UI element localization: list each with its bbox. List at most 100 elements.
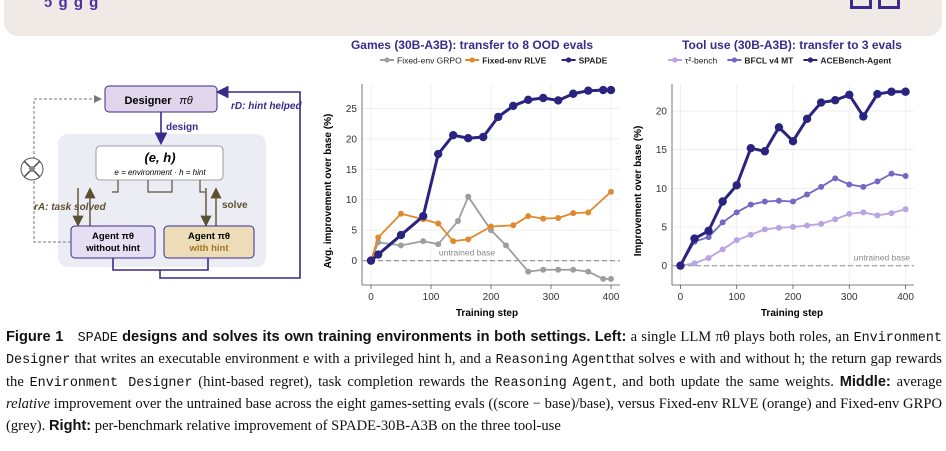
environment-title: (e, h) [144, 150, 175, 165]
caption-left-label: Left: [594, 329, 627, 345]
data-point [570, 210, 577, 217]
data-point [845, 90, 854, 100]
series-line [370, 195, 611, 280]
data-point [510, 222, 517, 229]
designer-policy: πθ [179, 95, 192, 107]
data-point [832, 175, 839, 182]
environment-description: e = environment · h = hint [114, 168, 206, 177]
data-point [606, 85, 616, 95]
data-point [860, 183, 867, 190]
data-point [608, 188, 614, 195]
data-point [396, 230, 406, 240]
logo-mark-icon [850, 0, 872, 9]
agent-with-hint-box [163, 225, 255, 259]
data-point [902, 172, 909, 179]
data-point [775, 197, 782, 204]
legend-label: Fixed-env RLVE [482, 56, 546, 66]
data-point [831, 96, 840, 105]
y-tick-label: 15 [656, 145, 668, 156]
x-tick-label: 0 [678, 292, 684, 303]
caption-text: (hint-based regret), task completion rew… [198, 373, 489, 390]
data-point [733, 209, 740, 216]
data-point [760, 147, 770, 156]
data-point [398, 242, 404, 249]
data-point [704, 226, 713, 236]
data-point [746, 143, 755, 153]
data-point [788, 137, 798, 146]
data-point [774, 123, 784, 132]
caption-text: average [896, 373, 942, 390]
data-point [570, 266, 577, 273]
x-tick-label: 100 [423, 292, 440, 303]
data-point [465, 236, 472, 243]
x-axis-label: Training step [456, 308, 518, 319]
data-point [434, 149, 443, 159]
data-point [846, 181, 853, 188]
data-point [719, 246, 726, 253]
caption-headline: designs and solves its own training envi… [122, 329, 591, 345]
connector-right [199, 180, 205, 193]
x-tick-label: 300 [841, 292, 858, 303]
data-point [525, 213, 532, 220]
data-point [816, 98, 826, 107]
y-tick-label: 15 [346, 165, 358, 176]
y-tick-label: 10 [346, 195, 358, 206]
designer-feedback-arrow [159, 85, 301, 279]
data-point [860, 209, 867, 216]
environment-box [95, 145, 224, 181]
header-banner: ɔ ɡ ɡ ɡ [4, 0, 942, 36]
legend-marker [807, 57, 813, 63]
x-tick-label: 200 [483, 292, 500, 303]
data-point [539, 93, 548, 103]
legend-marker [566, 57, 572, 63]
data-point [524, 95, 533, 105]
caption-text: , and both update the same weights. [612, 373, 834, 390]
connector-left [112, 180, 119, 193]
data-point [761, 226, 768, 233]
caption-term: Agent [572, 353, 613, 369]
data-point [600, 275, 607, 282]
data-point [479, 132, 488, 142]
data-point [804, 191, 811, 198]
data-point [540, 215, 547, 222]
legend-marker [731, 57, 737, 63]
x-tick-label: 400 [897, 292, 914, 303]
data-point [846, 210, 853, 217]
figure-label: Figure 1 [6, 329, 64, 345]
legend-label: τ²-bench [685, 56, 717, 66]
x-tick-label: 300 [543, 292, 560, 303]
caption-term: Environment Designer [6, 331, 942, 369]
data-point [585, 209, 592, 216]
chart-legend: τ²-bench BFCL v4 MT ACEBench-Agent [668, 56, 891, 66]
y-tick-label: 5 [661, 223, 667, 234]
data-point [761, 198, 768, 205]
games-transfer-chart: Games (30B-A3B): transfer to 8 OOD evals… [323, 38, 620, 319]
data-point [705, 234, 712, 241]
caption-text: a single LLM πθ plays both roles, an [630, 329, 850, 345]
data-point [435, 241, 442, 248]
data-point [733, 237, 740, 244]
caption-term: Agent [572, 375, 613, 391]
data-point [804, 222, 811, 229]
data-point [375, 234, 382, 241]
data-point [503, 242, 509, 249]
data-point [888, 210, 895, 217]
data-point [818, 183, 825, 190]
data-point [732, 181, 741, 190]
logo-mark-icon-2 [878, 0, 900, 9]
y-axis-label: Improvement over base (%) [633, 126, 644, 257]
data-point [488, 223, 494, 230]
chart-legend: Fixed-env GRPO Fixed-env RLVE SPADE [380, 56, 608, 66]
x-tick-label: 0 [368, 292, 374, 303]
design-edge-label: design [166, 122, 198, 133]
y-tick-label: 5 [351, 226, 357, 237]
data-point [802, 114, 812, 123]
data-point [859, 112, 868, 121]
data-point [901, 87, 910, 96]
agent-right-title: Agent πθ [188, 231, 230, 242]
y-tick-label: 25 [346, 104, 358, 115]
data-point [366, 256, 376, 265]
designer-label: Designer [124, 95, 172, 107]
caption-middle-label: Middle: [839, 373, 891, 390]
data-point [790, 224, 796, 231]
